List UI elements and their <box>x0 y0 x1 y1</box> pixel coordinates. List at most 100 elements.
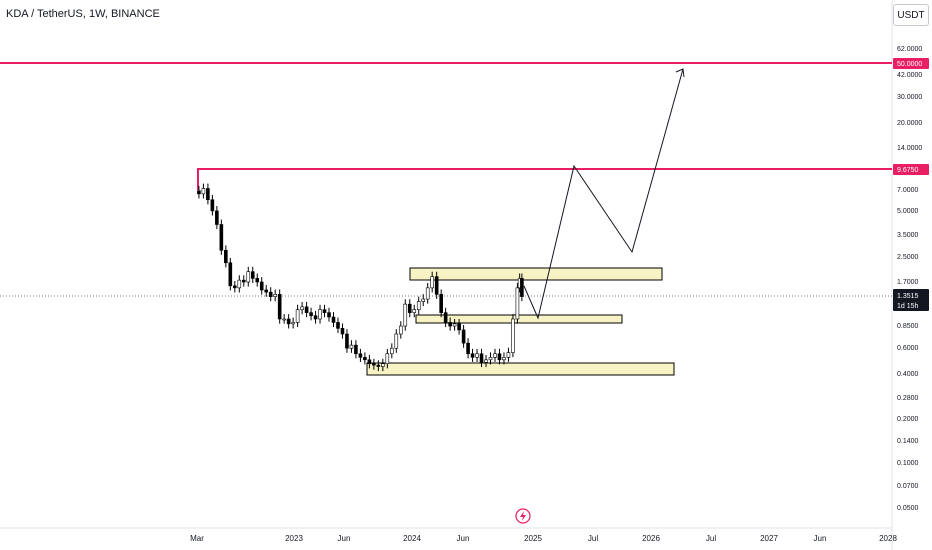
time-tick: 2027 <box>760 534 778 543</box>
price-tick: 0.4000 <box>897 371 919 378</box>
candle-body <box>313 315 318 320</box>
price-tick: 0.0500 <box>897 505 919 512</box>
price-tick: 30.0000 <box>897 94 922 101</box>
candle-body <box>340 328 345 335</box>
time-tick: Jul <box>588 534 598 543</box>
current-price-text: 1.3515 <box>897 293 919 300</box>
candles-group <box>197 183 524 372</box>
candle-body <box>475 353 479 358</box>
candle-body <box>461 329 466 344</box>
candle-body <box>466 342 470 355</box>
price-tick: 2.5000 <box>897 254 919 261</box>
candle-body <box>403 303 408 327</box>
candle-body <box>484 359 488 363</box>
candle-body <box>390 347 394 355</box>
candle-body <box>224 249 228 264</box>
candle-body <box>430 276 434 289</box>
candle-body <box>376 364 381 367</box>
price-tick: 0.2000 <box>897 416 919 423</box>
candle-body <box>273 294 277 297</box>
candle-body <box>515 287 520 320</box>
time-tick: Jul <box>706 534 716 543</box>
projection-path[interactable] <box>523 68 684 320</box>
candle-body <box>255 278 260 283</box>
candle-body <box>385 353 390 365</box>
candle-body <box>259 281 264 291</box>
time-tick: Mar <box>190 534 204 543</box>
lightning-icon[interactable] <box>515 508 531 524</box>
price-tick: 0.1000 <box>897 460 919 467</box>
candle-body <box>443 312 448 323</box>
candle-body <box>354 344 358 355</box>
current-price-badge: 1.3515 1d 15h <box>893 289 929 311</box>
candle-body <box>407 303 412 313</box>
level-badge: 9.6750 <box>893 164 929 175</box>
time-tick: 2026 <box>642 534 660 543</box>
candle-body <box>241 279 246 283</box>
candle-body <box>421 298 426 302</box>
candle-body <box>520 278 524 297</box>
candle-body <box>264 289 269 293</box>
price-tick: 0.0700 <box>897 483 919 490</box>
candle-body <box>318 309 322 320</box>
candle-body <box>206 188 210 201</box>
price-tick: 3.5000 <box>897 232 919 239</box>
time-tick: 2023 <box>285 534 303 543</box>
price-tick: 1.7000 <box>897 279 919 286</box>
candle-body <box>488 357 493 361</box>
price-tick: 0.2800 <box>897 395 919 402</box>
candle-body <box>358 353 363 358</box>
candle-body <box>201 188 206 195</box>
resistance-level-line[interactable] <box>197 168 892 190</box>
candle-body <box>493 353 497 358</box>
symbol-title: KDA / TetherUS, 1W, BINANCE <box>6 8 160 20</box>
candle-body <box>228 262 233 287</box>
candle-body <box>336 322 340 329</box>
candle-body <box>291 322 295 325</box>
currency-button[interactable]: USDT <box>893 4 929 26</box>
candle-body <box>398 325 403 335</box>
candle-body <box>372 363 376 366</box>
candle-body <box>502 357 506 361</box>
candle-body <box>345 333 349 349</box>
price-tick: 14.0000 <box>897 145 922 152</box>
level-badge-text: 9.6750 <box>897 167 919 174</box>
demand-zone-box[interactable] <box>366 362 675 376</box>
candle-body <box>300 306 304 310</box>
price-tick: 5.0000 <box>897 208 919 215</box>
candle-body <box>363 357 367 361</box>
candle-body <box>277 294 282 320</box>
candle-body <box>412 309 417 313</box>
candle-body <box>210 199 215 212</box>
arrow-head-icon <box>675 68 685 78</box>
time-tick: 2028 <box>879 534 897 543</box>
price-tick: 7.0000 <box>897 187 919 194</box>
candle-body <box>506 352 511 358</box>
price-tick: 0.6000 <box>897 345 919 352</box>
price-tick: 62.0000 <box>897 46 922 53</box>
time-axis[interactable]: Mar 2023 Jun 2024 Jun 2025 Jul 2026 Jul … <box>190 534 897 543</box>
time-tick: Jun <box>457 534 470 543</box>
candle-body <box>219 224 224 251</box>
candle-body <box>215 210 219 225</box>
candle-body <box>439 294 443 313</box>
candle-body <box>237 279 242 289</box>
time-tick: 2024 <box>403 534 421 543</box>
price-tick: 20.0000 <box>897 120 922 127</box>
candle-body <box>434 276 439 295</box>
candle-body <box>197 190 201 195</box>
supply-zone-box[interactable] <box>409 267 663 281</box>
candle-body <box>327 312 331 318</box>
time-tick: 2025 <box>524 534 542 543</box>
price-axis[interactable]: 62.0000 42.0000 30.0000 20.0000 14.0000 … <box>897 46 922 512</box>
time-tick: Jun <box>814 534 827 543</box>
candle-body <box>394 333 399 349</box>
candle-body <box>331 316 336 323</box>
candle-body <box>304 306 309 313</box>
candle-body <box>282 318 286 321</box>
candle-body <box>381 363 385 367</box>
candle-body <box>250 271 255 279</box>
candle-body <box>452 323 457 327</box>
candle-body <box>511 318 515 353</box>
